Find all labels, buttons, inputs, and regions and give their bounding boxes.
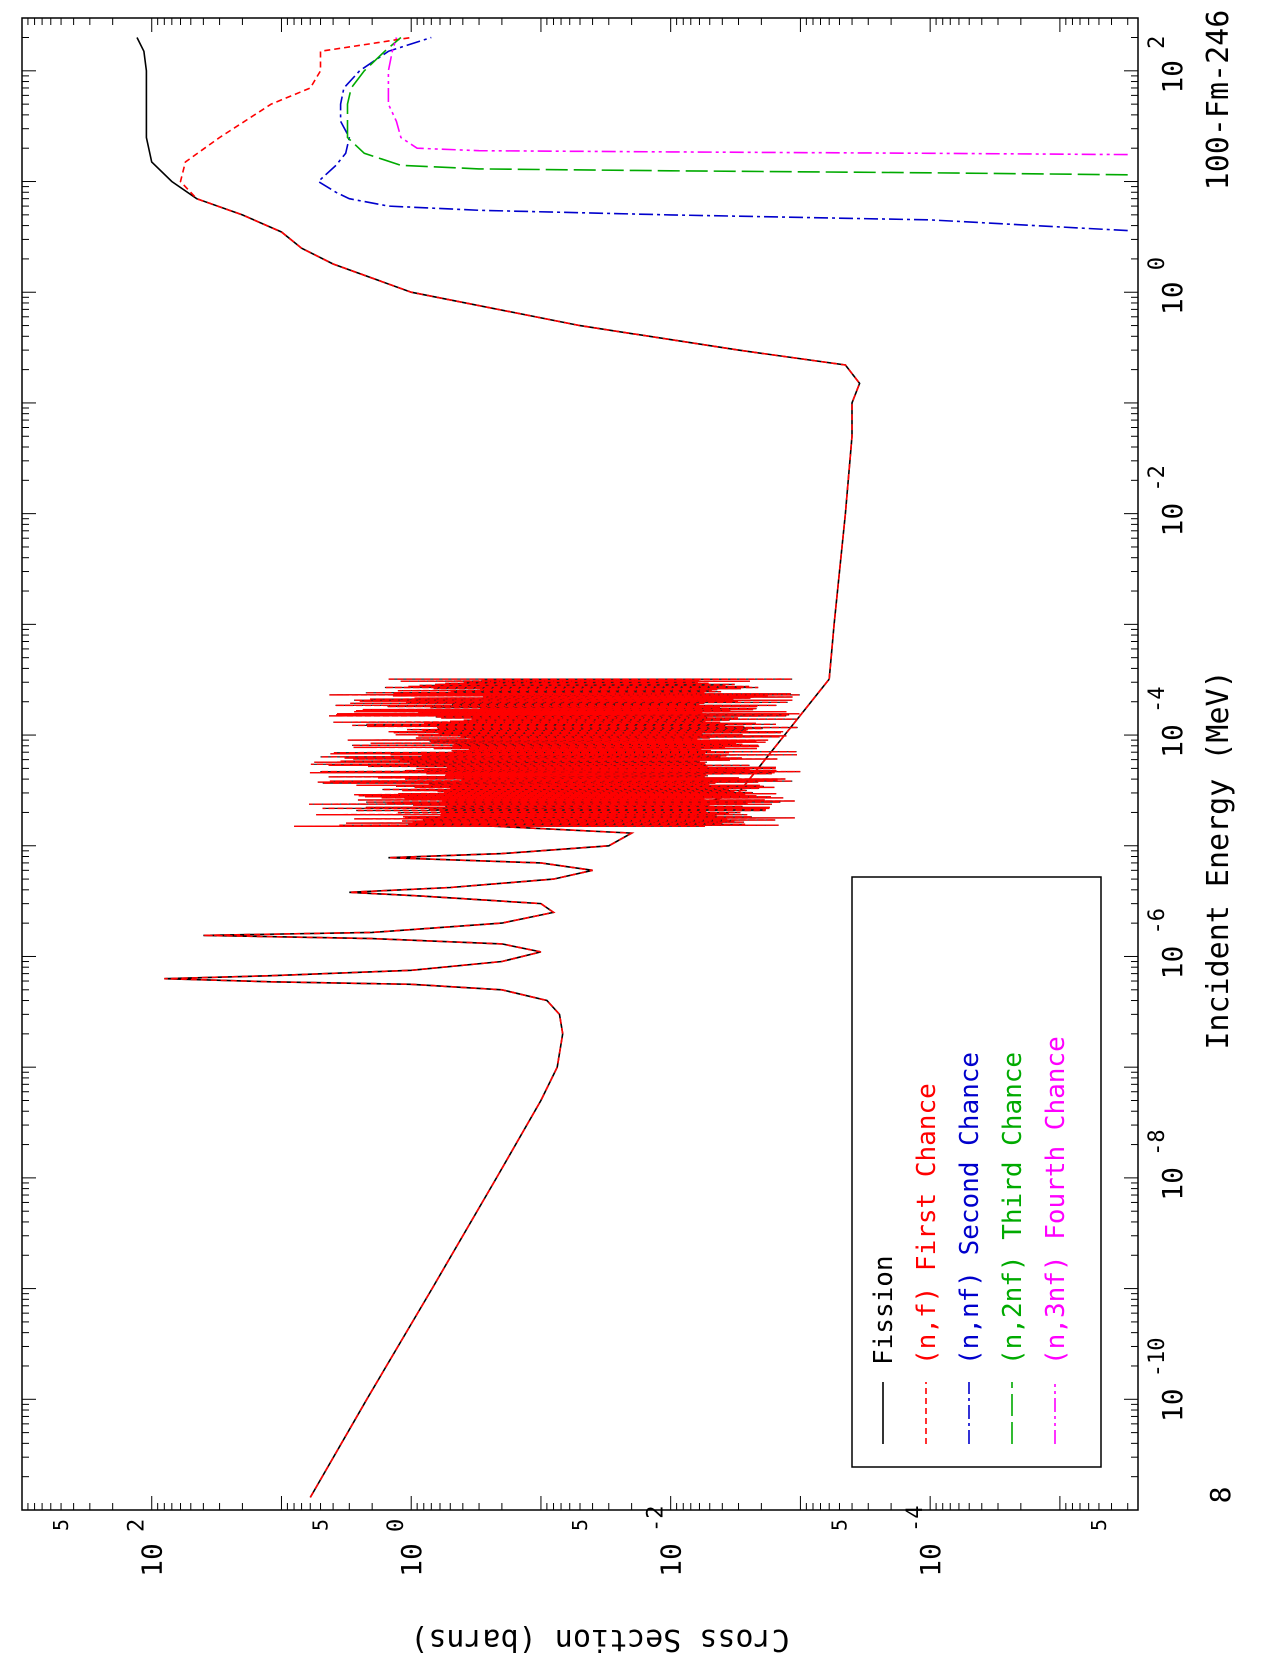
x-tick-label: 10-2 (1145, 465, 1189, 536)
svg-text:10: 10 (1156, 503, 1189, 537)
resonance-first-chance (294, 678, 801, 827)
series-fission-high (136, 37, 861, 680)
y-minor-label: 5 (827, 1519, 851, 1531)
svg-text:-10: -10 (1145, 1338, 1170, 1378)
svg-text:-2: -2 (1145, 465, 1170, 492)
x-axis-corner-label: 8 (1204, 1487, 1237, 1504)
svg-text:10: 10 (1156, 946, 1189, 980)
series-3 (346, 36, 1128, 176)
svg-text:10: 10 (1156, 724, 1189, 758)
y-minor-label: 5 (309, 1519, 333, 1531)
svg-text:10: 10 (1156, 1167, 1189, 1201)
series-4 (387, 37, 1128, 156)
svg-text:0: 0 (1145, 257, 1170, 270)
svg-text:10: 10 (136, 1543, 169, 1577)
y-axis-label: Cross Section (barns) (410, 1622, 789, 1657)
svg-text:10: 10 (395, 1543, 428, 1577)
legend-label: (n,f) First Chance (912, 1083, 942, 1365)
svg-text:-6: -6 (1145, 908, 1170, 935)
x-tick-label: 10-6 (1145, 908, 1189, 979)
x-axis-label: Incident Energy (MeV) (1201, 670, 1236, 1049)
y-tick-label: 10-2 (644, 1506, 688, 1577)
y-minor-label: 5 (1087, 1519, 1111, 1531)
resonance-layer (294, 678, 801, 827)
x-tick-label: 10-4 (1145, 687, 1189, 758)
svg-text:0: 0 (384, 1519, 409, 1532)
svg-text:10: 10 (1156, 1388, 1189, 1422)
axis-tick-labels: 10-1010-810-610-410-210010210210010-210-… (49, 36, 1189, 1577)
svg-text:10: 10 (1156, 60, 1189, 94)
svg-text:10: 10 (914, 1543, 947, 1577)
legend-label: (n,2nf) Third Chance (998, 1052, 1028, 1365)
svg-text:-2: -2 (644, 1506, 669, 1533)
series-layer (136, 36, 1128, 1498)
y-minor-label: 5 (49, 1519, 73, 1531)
legend-label: Fission (869, 1255, 899, 1365)
svg-text:-8: -8 (1145, 1129, 1170, 1156)
y-minor-label: 5 (568, 1519, 592, 1531)
svg-text:10: 10 (655, 1543, 688, 1577)
x-tick-label: 10 0 (1145, 257, 1189, 315)
svg-text:2: 2 (125, 1519, 150, 1532)
legend-label: (n,3nf) Fourth Chance (1041, 1036, 1071, 1365)
series-first-chance (164, 678, 830, 1498)
svg-text:2: 2 (1145, 36, 1170, 49)
x-tick-label: 10-10 (1145, 1338, 1189, 1423)
y-tick-label: 10-4 (903, 1506, 947, 1577)
legend: Fission (n,f) First Chance (n,nf) Second C… (851, 876, 1102, 1468)
series-2 (316, 36, 1128, 232)
svg-text:-4: -4 (903, 1506, 928, 1533)
svg-text:10: 10 (1156, 281, 1189, 315)
chart-title: 100-Fm-246 (1201, 10, 1236, 191)
axis-ticks (22, 17, 1138, 1511)
legend-box (851, 876, 1102, 1468)
svg-text:-4: -4 (1145, 687, 1170, 714)
y-tick-label: 10 2 (125, 1519, 169, 1577)
x-tick-label: 10 2 (1145, 36, 1189, 94)
x-tick-label: 10-8 (1145, 1129, 1189, 1200)
legend-label: (n,nf) Second Chance (955, 1052, 985, 1365)
series-first-chance-high (179, 36, 861, 680)
y-tick-label: 10 0 (384, 1519, 428, 1577)
